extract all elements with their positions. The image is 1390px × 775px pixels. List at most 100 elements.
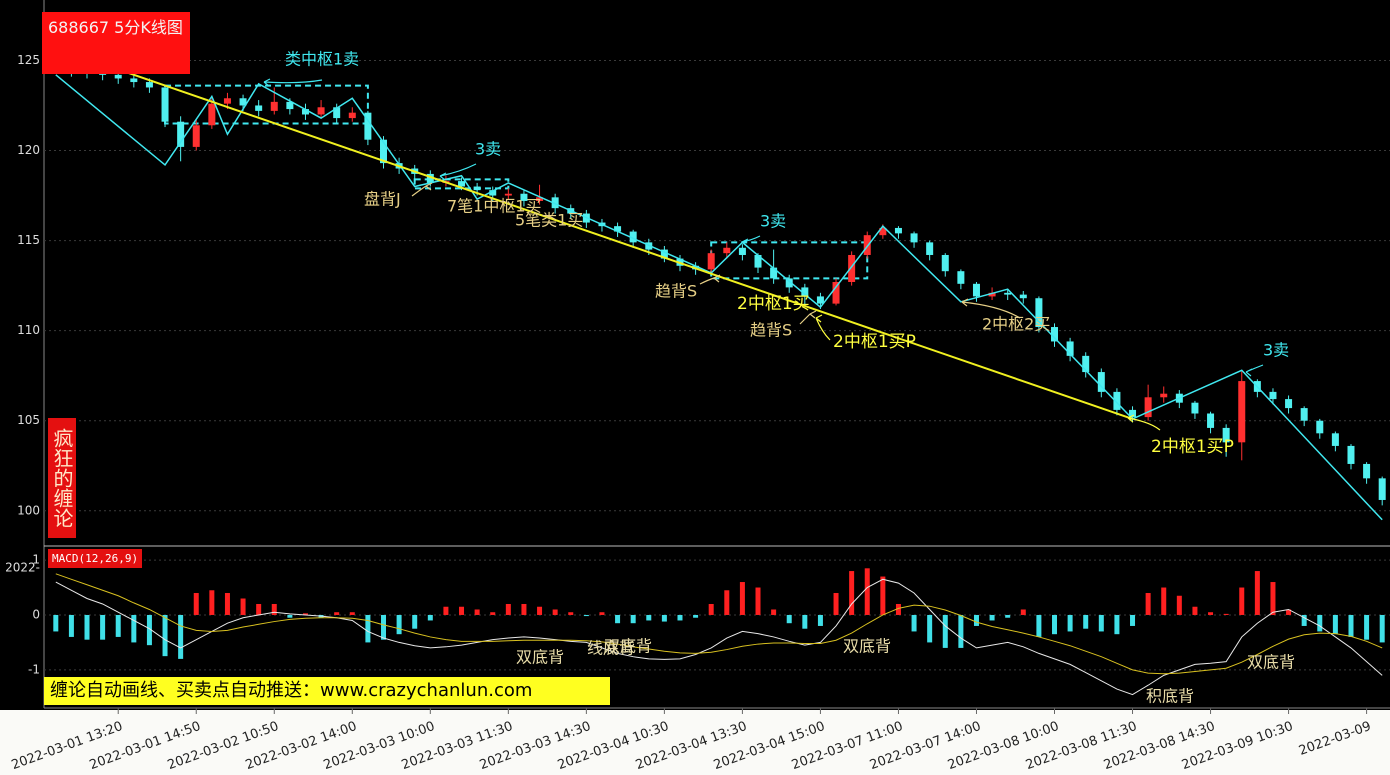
macd-bar: [1317, 614, 1323, 632]
macd-bar: [1052, 614, 1057, 635]
candle-body: [723, 247, 731, 254]
annotation: 双底背: [1247, 653, 1295, 672]
macd-bar: [381, 614, 386, 640]
candle-body: [816, 296, 824, 304]
macd-title: MACD(12,26,9): [48, 549, 143, 568]
candle-body: [520, 193, 528, 201]
candle-body: [255, 105, 263, 111]
candle-body: [629, 231, 637, 243]
macd-bar: [1254, 571, 1260, 615]
candle-body: [177, 121, 185, 147]
macd-bar: [193, 593, 199, 615]
macd-bar: [131, 614, 137, 643]
macd-bar: [271, 603, 277, 615]
candle-body: [614, 226, 622, 232]
y-tick-label: 125: [17, 53, 40, 67]
candle-body: [738, 247, 746, 255]
macd-bar: [396, 614, 402, 635]
candle-body: [1051, 327, 1058, 342]
annotation: 7笔1中枢1买: [447, 197, 542, 216]
candle-body: [348, 112, 356, 119]
macd-bar: [302, 613, 308, 615]
candle-body: [1285, 399, 1293, 409]
arrow: [1245, 364, 1264, 377]
macd-bar: [1176, 595, 1182, 615]
candle-body: [707, 253, 715, 270]
macd-bar: [474, 609, 480, 615]
annotation: 趋背S: [750, 321, 792, 340]
candle-body: [364, 112, 372, 140]
y-tick-label: 105: [17, 413, 40, 427]
candle-body: [1160, 393, 1168, 398]
annotation: 线底背: [587, 639, 635, 658]
candle-body: [1238, 381, 1246, 443]
macd-bar: [146, 614, 152, 646]
candle-body: [161, 87, 169, 122]
macd-bar: [1145, 593, 1151, 615]
candle-body: [1316, 420, 1324, 434]
macd-bar: [1286, 609, 1292, 615]
candle-body: [1378, 478, 1386, 500]
macd-bar: [100, 614, 106, 640]
y-tick-label: 0: [32, 607, 40, 621]
annotation: 双底背: [516, 648, 564, 667]
candle-body: [208, 103, 216, 126]
macd-bar: [817, 614, 823, 626]
candle-body: [660, 249, 668, 259]
macd-bar: [1130, 614, 1136, 626]
macd-bar: [693, 614, 699, 618]
candle-body: [489, 190, 497, 196]
candle-body: [1035, 298, 1043, 328]
macd-bar: [443, 606, 449, 615]
macd-bar: [724, 590, 730, 615]
arrow: [1127, 414, 1161, 431]
macd-bar: [537, 606, 543, 615]
candle-body: [1191, 402, 1199, 414]
y-tick-label: 110: [17, 323, 40, 337]
candle-body: [130, 78, 138, 83]
macd-line: [55, 578, 1383, 696]
macd-bar: [786, 614, 792, 624]
candle-body: [1363, 463, 1371, 479]
arrow: [799, 310, 817, 325]
candle-body: [317, 107, 325, 115]
candle-body: [972, 283, 980, 297]
annotation: 5笔类1买: [515, 211, 583, 230]
macd-bar: [911, 614, 917, 632]
y-tick-label: -1: [28, 662, 40, 676]
macd-bar: [568, 612, 574, 615]
macd-bar: [224, 593, 230, 615]
macd-bar: [1208, 612, 1214, 615]
macd-bar: [942, 614, 948, 648]
macd-bar: [1223, 613, 1229, 615]
annotation: 3卖: [760, 212, 786, 231]
macd-bar: [505, 603, 511, 615]
macd-bar: [849, 571, 855, 615]
macd-bar: [833, 593, 839, 615]
annotation: 盘背J: [364, 190, 401, 209]
arrow: [411, 182, 433, 197]
watermark: 疯狂的缠论: [48, 418, 76, 538]
annotation: 3卖: [1263, 341, 1289, 360]
macd-bar: [349, 612, 355, 615]
candle-body: [286, 101, 294, 110]
macd-bar: [989, 614, 995, 621]
macd-bar: [864, 568, 870, 615]
candle-body: [223, 98, 231, 104]
macd-bar: [84, 614, 90, 640]
candle-body: [380, 139, 387, 164]
candle-body: [458, 181, 466, 187]
macd-bar: [490, 612, 496, 615]
annotation: 2中枢1买P: [1151, 437, 1234, 457]
arrow: [815, 314, 831, 341]
stroke-line: [55, 74, 1383, 521]
macd-bar: [412, 614, 418, 629]
macd-line: [55, 573, 1383, 675]
annotation: 趋背S: [655, 282, 697, 301]
arrow: [961, 298, 1021, 319]
macd-bar: [1270, 582, 1276, 615]
macd-bar: [677, 614, 683, 621]
macd-bar: [1348, 614, 1354, 637]
macd-bar: [1005, 614, 1011, 618]
